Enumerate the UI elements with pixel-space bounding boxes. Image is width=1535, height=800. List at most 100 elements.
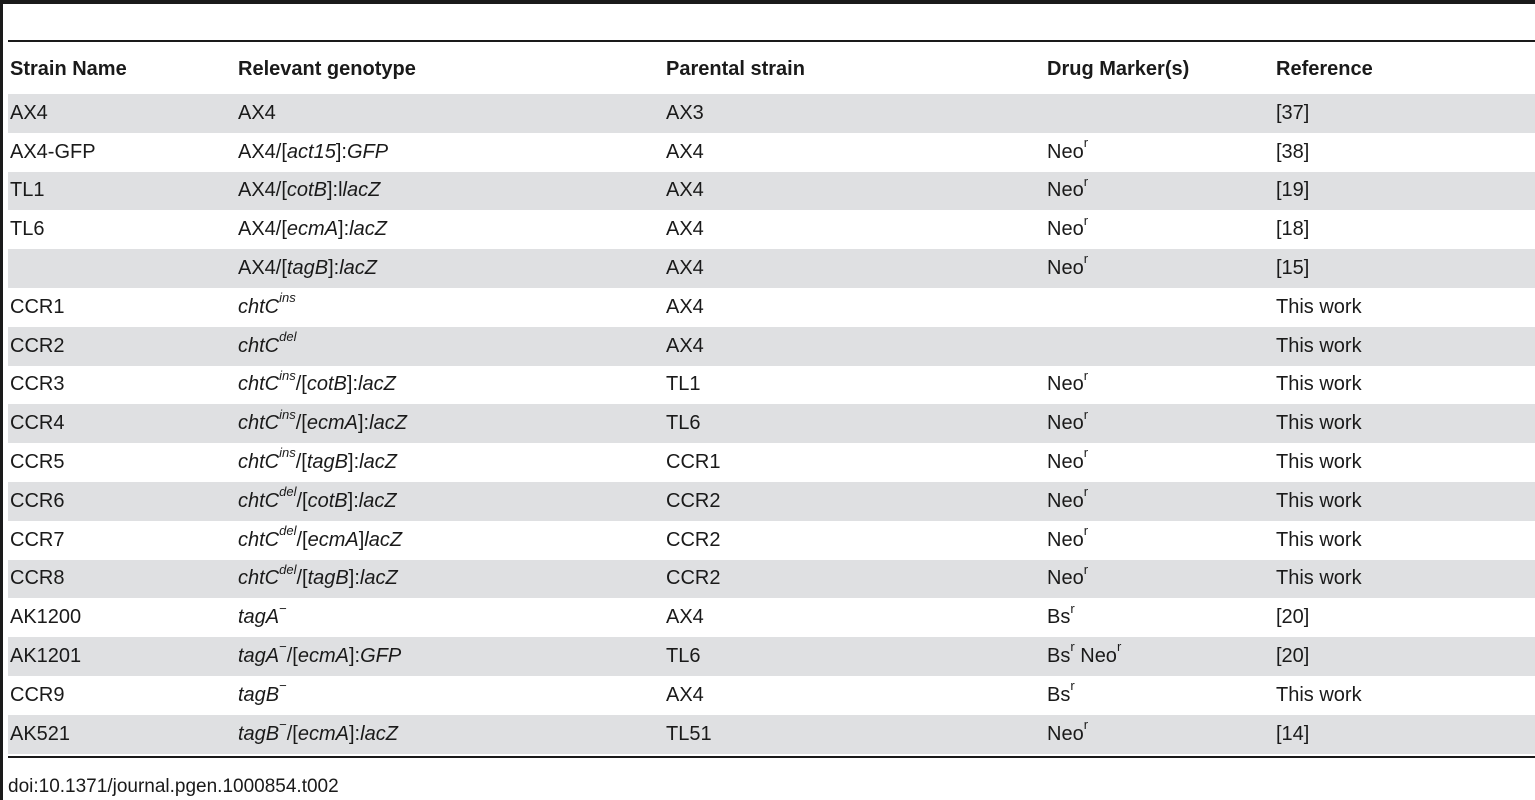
cell-drug-markers: Bsr bbox=[1047, 678, 1075, 706]
cell-strain-name: CCR9 bbox=[10, 683, 65, 706]
cell-reference: [38] bbox=[1276, 140, 1310, 163]
cell-parental-strain: AX4 bbox=[666, 683, 704, 706]
table-row: TL6 AX4/[ecmA]:lacZ AX4 Neor [18] bbox=[8, 210, 1535, 249]
cell-reference: This work bbox=[1276, 412, 1362, 435]
cell-reference: [15] bbox=[1276, 257, 1310, 280]
table-row: CCR1 chtCins AX4 This work bbox=[8, 288, 1535, 327]
table-row: CCR6 chtCdel/[cotB]:lacZ CCR2 Neor This work bbox=[8, 481, 1535, 521]
cell-reference: This work bbox=[1276, 451, 1362, 474]
cell-strain-name: AX4-GFP bbox=[10, 140, 96, 163]
cell-strain-name: AK521 bbox=[10, 722, 71, 745]
table-row: AX4/[tagB]:lacZ AX4 Neor [15] bbox=[8, 249, 1535, 288]
table-top-rule bbox=[8, 40, 1535, 42]
cell-strain-name: CCR3 bbox=[10, 373, 65, 396]
cell-strain-name: CCR7 bbox=[10, 528, 65, 551]
table-body: AX4 AX4 AX3 [37] AX4-GFP AX4/[act15]:GFP AX4 Ne… bbox=[8, 94, 1535, 754]
table-row: CCR3 chtCins/[cotB]:lacZ TL1 Neor This work bbox=[8, 366, 1535, 405]
header-reference: Reference bbox=[1276, 57, 1373, 80]
cell-reference: This work bbox=[1276, 489, 1362, 512]
header-drug-markers: Drug Marker(s) bbox=[1047, 57, 1190, 80]
cell-parental-strain: TL1 bbox=[666, 373, 701, 396]
cell-strain-name: AK1200 bbox=[10, 606, 82, 629]
cell-parental-strain: AX4 bbox=[666, 295, 704, 318]
table-bottom-rule bbox=[8, 756, 1535, 758]
cell-parental-strain: AX4 bbox=[666, 218, 704, 241]
cell-reference: [14] bbox=[1276, 722, 1310, 745]
cell-parental-strain: AX3 bbox=[666, 101, 704, 124]
header-relevant-genotype: Relevant genotype bbox=[238, 57, 416, 80]
table-row: CCR2 chtCdel AX4 This work bbox=[8, 326, 1535, 366]
cell-drug-markers: Neor bbox=[1047, 251, 1089, 280]
cell-relevant-genotype: chtCins/[tagB]:lacZ bbox=[238, 445, 397, 474]
cell-relevant-genotype: AX4/[act15]:GFP bbox=[238, 140, 389, 163]
table-row: CCR5 chtCins/[tagB]:lacZ CCR1 Neor This work bbox=[8, 443, 1535, 482]
cell-strain-name: CCR1 bbox=[10, 295, 65, 318]
cell-parental-strain: AX4 bbox=[666, 606, 704, 629]
cell-parental-strain: CCR1 bbox=[666, 451, 721, 474]
cell-relevant-genotype: chtCdel/[ecmA]lacZ bbox=[238, 523, 403, 551]
table-row: CCR9 tagB− AX4 Bsr This work bbox=[8, 676, 1535, 715]
cell-parental-strain: AX4 bbox=[666, 179, 704, 202]
cell-drug-markers: Neor bbox=[1047, 173, 1089, 202]
cell-parental-strain: TL51 bbox=[666, 722, 712, 745]
cell-relevant-genotype: tagA− bbox=[238, 600, 287, 629]
cell-drug-markers: Neor bbox=[1047, 561, 1089, 590]
cell-strain-name: CCR2 bbox=[10, 334, 65, 357]
cell-reference: [20] bbox=[1276, 606, 1310, 629]
cell-reference: [18] bbox=[1276, 218, 1310, 241]
cell-drug-markers: Bsr Neor bbox=[1047, 639, 1122, 668]
cell-relevant-genotype: AX4/[tagB]:lacZ bbox=[238, 257, 377, 280]
cell-parental-strain: AX4 bbox=[666, 334, 704, 357]
cell-reference: This work bbox=[1276, 528, 1362, 551]
table-row: AX4-GFP AX4/[act15]:GFP AX4 Neor [38] bbox=[8, 133, 1535, 172]
cell-reference: This work bbox=[1276, 334, 1362, 357]
table-row: AX4 AX4 AX3 [37] bbox=[8, 94, 1535, 133]
cell-strain-name: CCR8 bbox=[10, 567, 65, 590]
cell-drug-markers: Bsr bbox=[1047, 600, 1075, 629]
cell-relevant-genotype: chtCins bbox=[238, 290, 296, 318]
cell-drug-markers: Neor bbox=[1047, 212, 1089, 241]
cell-strain-name: TL1 bbox=[10, 179, 45, 202]
cell-relevant-genotype: tagB− bbox=[238, 678, 287, 706]
cell-drug-markers: Neor bbox=[1047, 445, 1089, 474]
top-border-rule bbox=[0, 0, 1535, 4]
cell-parental-strain: AX4 bbox=[666, 257, 704, 280]
table-row: AK521 tagB−/[ecmA]:lacZ TL51 Neor [14] bbox=[8, 714, 1535, 754]
header-strain-name: Strain Name bbox=[10, 57, 127, 80]
cell-strain-name: CCR5 bbox=[10, 451, 65, 474]
cell-reference: This work bbox=[1276, 373, 1362, 396]
cell-parental-strain: CCR2 bbox=[666, 567, 721, 590]
cell-parental-strain: CCR2 bbox=[666, 528, 721, 551]
cell-relevant-genotype: tagA−/[ecmA]:GFP bbox=[238, 639, 402, 668]
cell-parental-strain: AX4 bbox=[666, 140, 704, 163]
cell-drug-markers: Neor bbox=[1047, 716, 1089, 745]
cell-relevant-genotype: AX4/[ecmA]:lacZ bbox=[238, 218, 387, 241]
cell-reference: This work bbox=[1276, 683, 1362, 706]
cell-strain-name: CCR4 bbox=[10, 412, 65, 435]
cell-drug-markers: Neor bbox=[1047, 484, 1089, 512]
cell-parental-strain: CCR2 bbox=[666, 489, 721, 512]
table-row: CCR4 chtCins/[ecmA]:lacZ TL6 Neor This work bbox=[8, 404, 1535, 444]
doi-caption: doi:10.1371/journal.pgen.1000854.t002 bbox=[8, 776, 339, 797]
table-row: AK1200 tagA− AX4 Bsr [20] bbox=[8, 598, 1535, 637]
cell-drug-markers: Neor bbox=[1047, 135, 1089, 163]
cell-relevant-genotype: AX4 bbox=[238, 101, 276, 124]
cell-relevant-genotype: AX4/[cotB]:llacZ bbox=[238, 179, 381, 202]
cell-relevant-genotype: chtCdel bbox=[238, 329, 297, 357]
cell-strain-name: AK1201 bbox=[10, 645, 82, 668]
cell-strain-name: TL6 bbox=[10, 218, 45, 241]
cell-relevant-genotype: tagB−/[ecmA]:lacZ bbox=[238, 716, 398, 745]
cell-relevant-genotype: chtCdel/[cotB]:lacZ bbox=[238, 484, 397, 512]
cell-reference: This work bbox=[1276, 295, 1362, 318]
cell-reference: [19] bbox=[1276, 179, 1310, 202]
cell-parental-strain: TL6 bbox=[666, 412, 701, 435]
table-row: AK1201 tagA−/[ecmA]:GFP TL6 Bsr Neor [20] bbox=[8, 637, 1535, 676]
table-header-row: Strain Name Relevant genotype Parental s… bbox=[8, 46, 1535, 92]
cell-parental-strain: TL6 bbox=[666, 645, 701, 668]
table-row: CCR8 chtCdel/[tagB]:lacZ CCR2 Neor This work bbox=[8, 559, 1535, 599]
cell-drug-markers: Neor bbox=[1047, 523, 1089, 551]
cell-drug-markers: Neor bbox=[1047, 367, 1089, 396]
table-row: CCR7 chtCdel/[ecmA]lacZ CCR2 Neor This work bbox=[8, 521, 1535, 560]
left-border-rule bbox=[0, 0, 3, 800]
cell-relevant-genotype: chtCdel/[tagB]:lacZ bbox=[238, 561, 398, 590]
